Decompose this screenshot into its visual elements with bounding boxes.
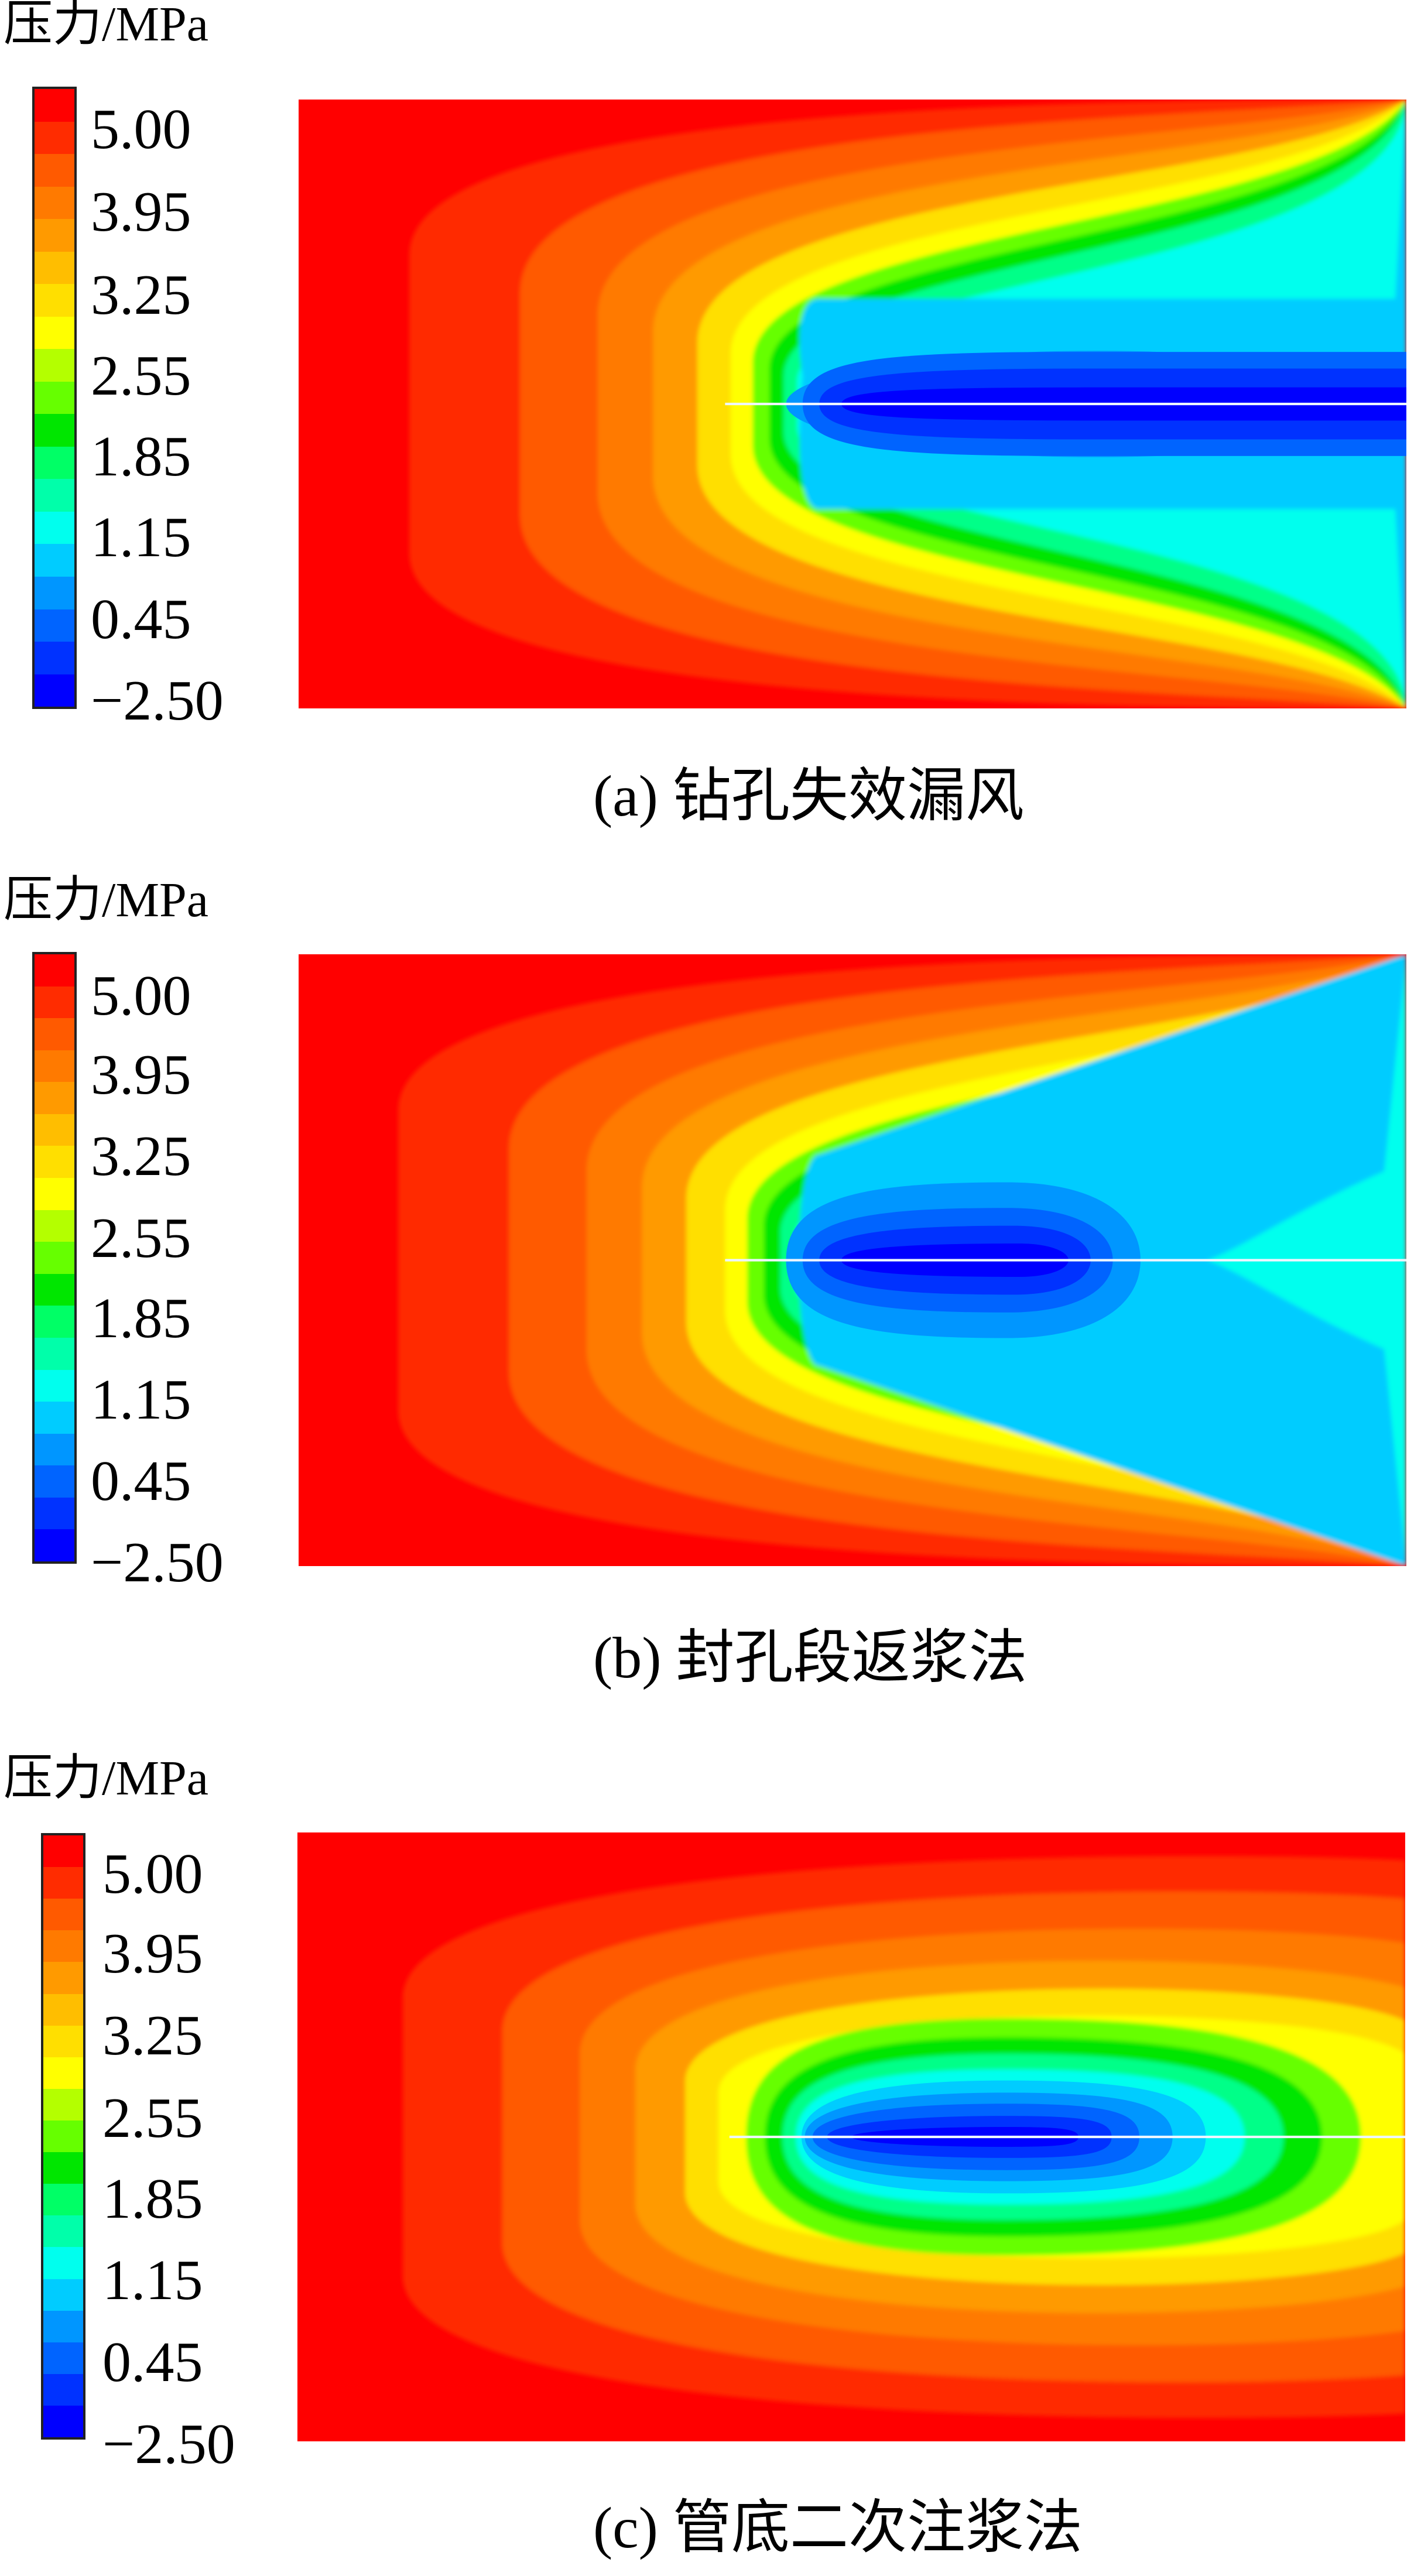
tick-2.55: 2.55 (91, 344, 191, 407)
colorbar-c (41, 1833, 85, 2440)
pressure-unit-label: 压力/MPa (4, 0, 209, 52)
colorbar-segment (35, 1465, 74, 1498)
caption-b: (b) 封孔段返浆法 (593, 1625, 1028, 1690)
tick-1.15: 1.15 (91, 506, 191, 569)
tick-2.55: 2.55 (102, 2087, 203, 2150)
colorbar-segment (35, 284, 74, 317)
colorbar-segment (43, 2342, 83, 2374)
colorbar-segment (43, 2057, 83, 2089)
tick-1.15: 1.15 (91, 1368, 191, 1431)
tick-5.00: 5.00 (91, 964, 191, 1027)
colorbar-segment (35, 986, 74, 1019)
tick-2.55: 2.55 (91, 1207, 191, 1270)
colorbar-segment (43, 2088, 83, 2121)
colorbar-segment (35, 349, 74, 382)
colorbar-segment (35, 1050, 74, 1083)
pressure-contour-plot-a (299, 100, 1406, 708)
tick-3.95: 3.95 (91, 1043, 191, 1107)
colorbar-segment (35, 381, 74, 415)
colorbar-segment (35, 954, 74, 986)
tick-minus-2.50: −2.50 (91, 669, 224, 732)
pressure-contour-plot-b (299, 954, 1406, 1566)
colorbar-b (32, 952, 77, 1564)
caption-a: (a) 钻孔失效漏风 (593, 763, 1024, 828)
colorbar-segment (35, 446, 74, 479)
colorbar-segment (35, 1242, 74, 1274)
tick-minus-2.50: −2.50 (102, 2413, 235, 2476)
tick-minus-2.50: −2.50 (91, 1531, 224, 1594)
tick-3.95: 3.95 (102, 1922, 203, 1985)
colorbar-segment (35, 609, 74, 642)
tick-1.85: 1.85 (91, 1287, 191, 1350)
caption-c: (c) 管底二次注浆法 (593, 2495, 1083, 2560)
colorbar-segment (35, 316, 74, 350)
colorbar-segment (43, 2215, 83, 2248)
colorbar-segment (35, 1273, 74, 1306)
colorbar-segment (43, 2184, 83, 2216)
tick-5.00: 5.00 (102, 1842, 203, 1906)
colorbar-segment (35, 1369, 74, 1402)
colorbar-segment (35, 1306, 74, 1338)
colorbar-segment (43, 2025, 83, 2057)
colorbar-segment (35, 1146, 74, 1179)
colorbar-segment (43, 2120, 83, 2153)
colorbar-segment (35, 511, 74, 544)
colorbar-segment (43, 1930, 83, 1962)
tick-3.25: 3.25 (91, 1125, 191, 1188)
colorbar-segment (35, 479, 74, 512)
colorbar-segment (35, 1178, 74, 1210)
colorbar-segment (43, 2152, 83, 2184)
pressure-unit-label: 压力/MPa (4, 1751, 209, 1806)
colorbar-segment (35, 414, 74, 447)
colorbar-segment (35, 219, 74, 252)
colorbar-segment (43, 1962, 83, 1994)
colorbar-segment (35, 544, 74, 577)
tick-3.25: 3.25 (102, 2004, 203, 2067)
colorbar-segment (43, 2373, 83, 2406)
colorbar-a (32, 87, 77, 709)
colorbar-segment (35, 1402, 74, 1434)
tick-1.85: 1.85 (102, 2167, 203, 2231)
colorbar-segment (35, 1337, 74, 1370)
tick-3.95: 3.95 (91, 180, 191, 244)
tick-3.25: 3.25 (91, 263, 191, 327)
colorbar-segment (35, 186, 74, 220)
colorbar-segment (35, 1497, 74, 1530)
colorbar-segment (35, 1433, 74, 1466)
tick-5.00: 5.00 (91, 98, 191, 161)
tick-1.15: 1.15 (102, 2249, 203, 2312)
colorbar-segment (43, 1835, 83, 1868)
colorbar-segment (35, 1210, 74, 1242)
tick-1.85: 1.85 (91, 425, 191, 488)
pressure-unit-label: 压力/MPa (4, 873, 209, 927)
colorbar-segment (35, 1114, 74, 1146)
colorbar-segment (35, 642, 74, 674)
colorbar-segment (43, 2310, 83, 2342)
tick-0.45: 0.45 (91, 1450, 191, 1513)
colorbar-segment (35, 1082, 74, 1114)
colorbar-segment (35, 89, 74, 122)
colorbar-segment (35, 1018, 74, 1050)
tick-0.45: 0.45 (102, 2331, 203, 2394)
colorbar-segment (43, 2279, 83, 2311)
tick-0.45: 0.45 (91, 588, 191, 651)
colorbar-segment (43, 1899, 83, 1931)
colorbar-segment (35, 674, 74, 707)
colorbar-segment (43, 1993, 83, 2026)
colorbar-segment (43, 2405, 83, 2437)
colorbar-segment (43, 1867, 83, 1899)
colorbar-segment (43, 2247, 83, 2279)
colorbar-segment (35, 576, 74, 609)
colorbar-segment (35, 121, 74, 155)
colorbar-segment (35, 154, 74, 187)
colorbar-segment (35, 251, 74, 285)
colorbar-segment (35, 1529, 74, 1561)
pressure-contour-plot-c (297, 1832, 1405, 2441)
